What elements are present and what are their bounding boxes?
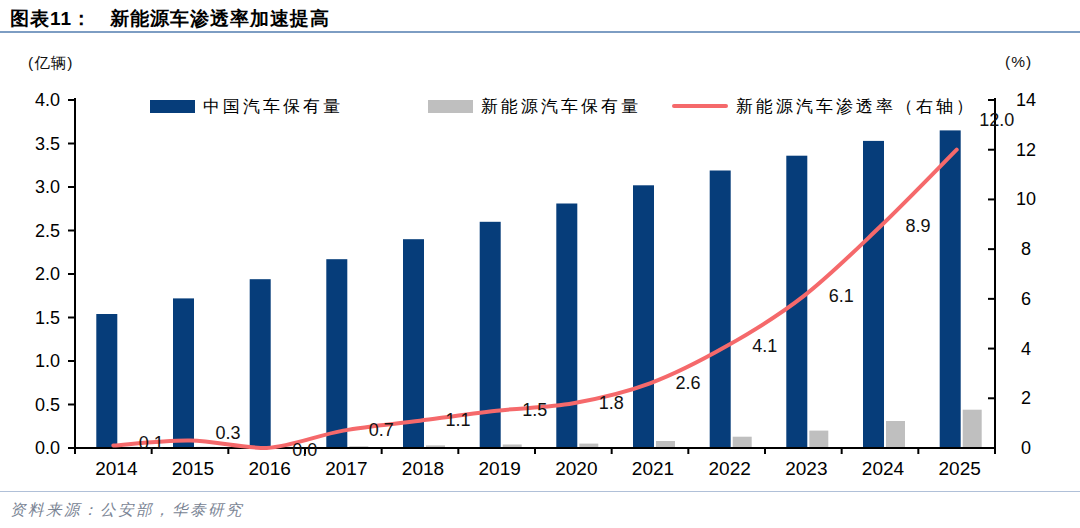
bar-china-parc-2020 bbox=[556, 204, 577, 449]
left-axis-tick-label: 1.0 bbox=[35, 351, 60, 371]
right-axis-tick-label: 6 bbox=[1021, 289, 1031, 309]
bar-china-parc-2022 bbox=[710, 171, 731, 449]
bar-nev-parc-2021 bbox=[656, 441, 675, 448]
right-axis-tick-label: 10 bbox=[1016, 189, 1036, 209]
x-axis-label-2014: 2014 bbox=[95, 458, 138, 479]
right-axis-tick-label: 12 bbox=[1016, 140, 1036, 160]
left-axis-tick-label: 1.5 bbox=[35, 308, 60, 328]
right-axis-tick-label: 2 bbox=[1021, 388, 1031, 408]
bar-china-parc-2015 bbox=[173, 298, 194, 448]
right-axis-tick-label: 0 bbox=[1021, 438, 1031, 458]
bar-china-parc-2014 bbox=[96, 314, 117, 448]
line-data-label-2016: 0.0 bbox=[292, 440, 317, 460]
bar-china-parc-2017 bbox=[326, 259, 347, 448]
bar-china-parc-2016 bbox=[250, 279, 271, 448]
line-data-label-2021: 2.6 bbox=[675, 373, 700, 393]
figure-footer: 资料来源：公安部，华泰研究 bbox=[0, 491, 1080, 521]
x-axis-label-2019: 2019 bbox=[479, 458, 521, 479]
line-data-label-2023: 6.1 bbox=[829, 286, 854, 306]
bar-china-parc-2018 bbox=[403, 239, 424, 448]
x-axis-label-2018: 2018 bbox=[402, 458, 444, 479]
left-axis-tick-label: 3.0 bbox=[35, 177, 60, 197]
report-figure: 图表11： 新能源车渗透率加速提高 (亿辆) (%) 中国汽车保有量 新能源汽车… bbox=[0, 0, 1080, 528]
line-data-label-2017: 0.7 bbox=[369, 420, 394, 440]
line-data-label-2015: 0.3 bbox=[215, 423, 240, 443]
bar-nev-parc-2025 bbox=[963, 410, 982, 448]
left-axis-tick-label: 2.5 bbox=[35, 221, 60, 241]
line-data-label-2019: 1.5 bbox=[522, 400, 547, 420]
x-axis-label-2020: 2020 bbox=[555, 458, 597, 479]
bar-nev-parc-2022 bbox=[733, 437, 752, 448]
line-data-label-2022: 4.1 bbox=[752, 336, 777, 356]
x-axis-label-2017: 2017 bbox=[325, 458, 367, 479]
x-axis-label-2025: 2025 bbox=[939, 458, 981, 479]
x-axis-label-2016: 2016 bbox=[249, 458, 291, 479]
right-axis-tick-label: 14 bbox=[1016, 90, 1036, 110]
left-axis-tick-label: 2.0 bbox=[35, 264, 60, 284]
right-axis-tick-label: 4 bbox=[1021, 339, 1031, 359]
left-axis-tick-label: 3.5 bbox=[35, 134, 60, 154]
line-data-label-2014: 0.1 bbox=[139, 433, 164, 453]
bar-nev-parc-2023 bbox=[809, 431, 828, 448]
x-axis-label-2022: 2022 bbox=[709, 458, 751, 479]
line-data-label-2024: 8.9 bbox=[905, 216, 930, 236]
x-axis-label-2024: 2024 bbox=[862, 458, 905, 479]
line-data-label-2018: 1.1 bbox=[445, 410, 470, 430]
x-axis-label-2021: 2021 bbox=[632, 458, 674, 479]
right-axis-tick-label: 8 bbox=[1021, 239, 1031, 259]
bar-china-parc-2025 bbox=[940, 130, 961, 448]
left-axis-tick-label: 0.0 bbox=[35, 438, 60, 458]
left-axis-tick-label: 0.5 bbox=[35, 395, 60, 415]
line-data-label-2020: 1.8 bbox=[599, 393, 624, 413]
bar-nev-parc-2024 bbox=[886, 421, 905, 448]
bar-china-parc-2024 bbox=[863, 141, 884, 448]
combo-chart: 0.0 0.5 1.0 1.5 2.0 2.5 3.0 3.5 4.0 0 2 4 6 8 10 12 14 20… bbox=[0, 0, 1080, 528]
left-axis-tick-label: 4.0 bbox=[35, 90, 60, 110]
x-axis-label-2015: 2015 bbox=[172, 458, 214, 479]
bar-china-parc-2021 bbox=[633, 185, 654, 448]
source-note: 资料来源：公安部，华泰研究 bbox=[10, 501, 244, 518]
x-axis-label-2023: 2023 bbox=[785, 458, 827, 479]
line-data-label-2025: 12.0 bbox=[979, 110, 1014, 130]
